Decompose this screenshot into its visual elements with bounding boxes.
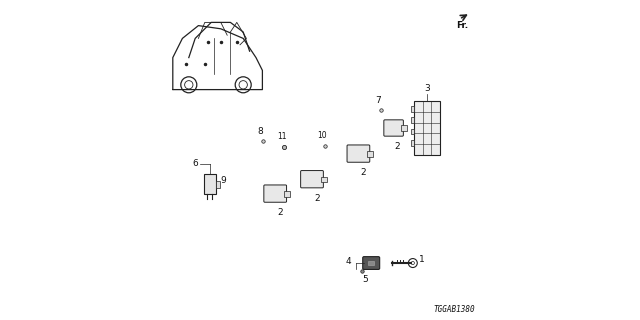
Text: 2: 2 [360, 168, 366, 177]
Text: 1: 1 [419, 255, 425, 264]
Bar [204, 173, 216, 195]
Bar [216, 181, 220, 188]
Text: 9: 9 [220, 176, 226, 185]
Bar [411, 117, 415, 123]
FancyBboxPatch shape [347, 145, 370, 162]
Text: 7: 7 [376, 96, 381, 105]
FancyBboxPatch shape [384, 120, 403, 136]
Bar [411, 129, 415, 134]
Text: 11: 11 [277, 132, 286, 141]
Text: Fr.: Fr. [456, 21, 468, 30]
Bar [415, 101, 440, 155]
Text: 5: 5 [363, 275, 369, 284]
Text: 2: 2 [314, 194, 319, 203]
Bar [284, 191, 290, 197]
Bar [367, 151, 373, 157]
FancyBboxPatch shape [264, 185, 287, 202]
Bar [411, 106, 415, 112]
Text: TGGAB1380: TGGAB1380 [433, 305, 475, 314]
Text: 2: 2 [395, 142, 400, 151]
Text: 6: 6 [193, 159, 198, 169]
Text: 2: 2 [277, 208, 283, 217]
Bar [368, 261, 374, 265]
FancyBboxPatch shape [301, 171, 323, 188]
Text: 3: 3 [424, 84, 430, 93]
Text: 4: 4 [346, 257, 351, 266]
Bar [411, 140, 415, 146]
Bar [321, 177, 326, 182]
Text: 10: 10 [317, 131, 327, 140]
Bar [401, 125, 406, 131]
FancyBboxPatch shape [363, 257, 380, 269]
Text: 8: 8 [258, 127, 263, 136]
